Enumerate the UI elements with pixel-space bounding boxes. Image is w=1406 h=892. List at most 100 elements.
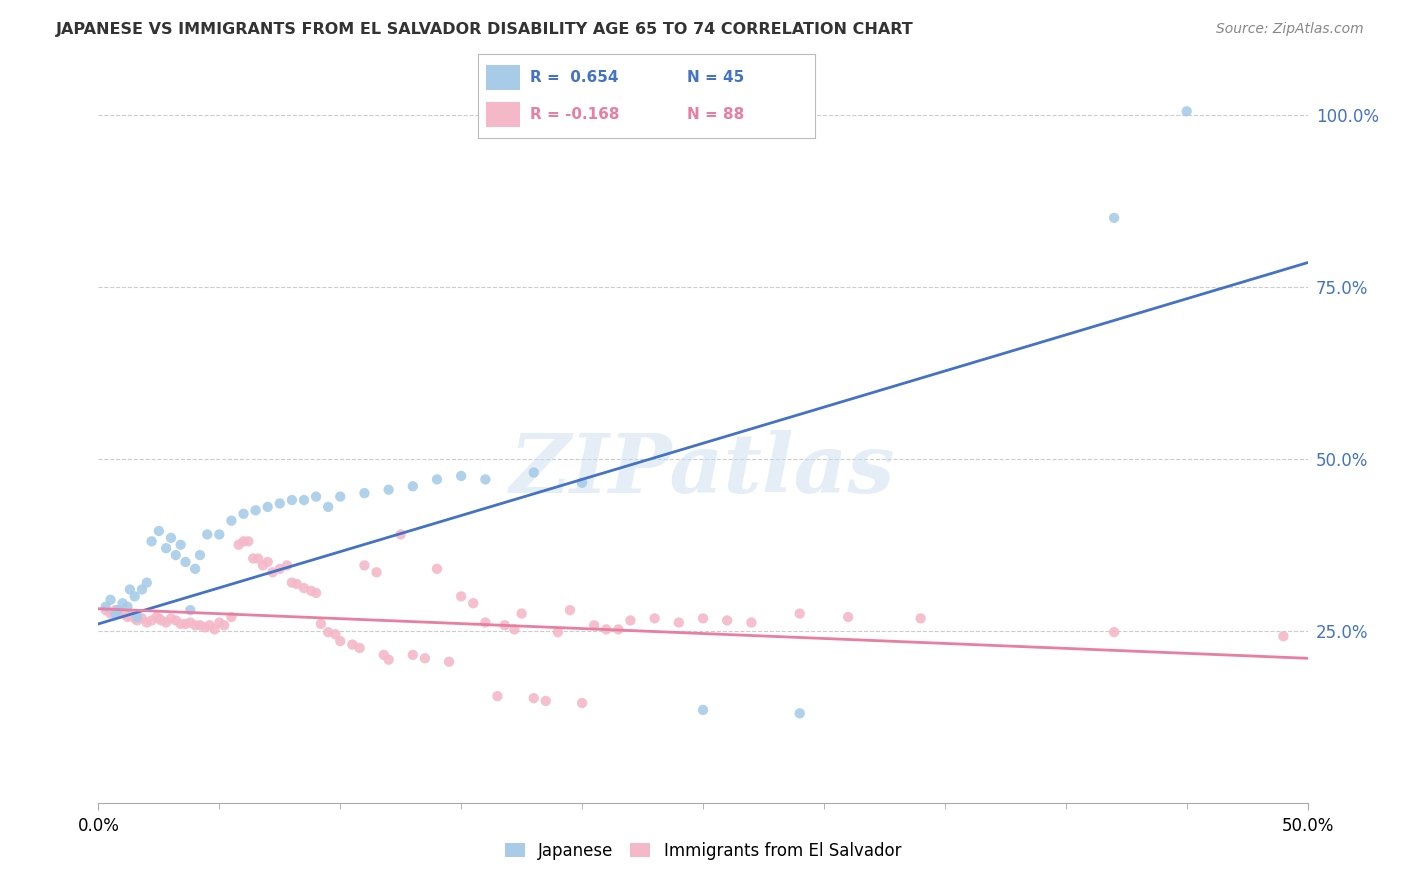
Point xyxy=(474,615,496,630)
Point xyxy=(118,582,141,597)
Point xyxy=(256,500,278,514)
Point xyxy=(141,534,163,549)
Point xyxy=(195,527,218,541)
Point xyxy=(238,534,260,549)
Point xyxy=(208,527,231,541)
Point xyxy=(510,607,533,621)
Point xyxy=(212,618,235,632)
Point xyxy=(194,620,217,634)
Point xyxy=(1102,625,1125,640)
Point xyxy=(174,555,197,569)
Point xyxy=(160,531,183,545)
Point xyxy=(571,475,593,490)
Point xyxy=(117,599,139,614)
Point xyxy=(325,627,347,641)
Point xyxy=(204,623,226,637)
Point xyxy=(188,548,211,562)
Point xyxy=(426,562,449,576)
Point xyxy=(716,614,738,628)
Point xyxy=(571,696,593,710)
Point xyxy=(104,607,127,621)
Point xyxy=(299,583,322,598)
Point xyxy=(281,493,304,508)
Point xyxy=(619,614,641,628)
Point xyxy=(305,586,328,600)
Point xyxy=(463,596,485,610)
Point xyxy=(316,625,339,640)
Point xyxy=(131,611,153,625)
Point xyxy=(118,608,141,623)
Point xyxy=(349,640,371,655)
Point xyxy=(426,472,449,486)
Point xyxy=(145,610,167,624)
Text: N = 88: N = 88 xyxy=(688,107,745,122)
Point xyxy=(437,655,460,669)
Point xyxy=(1102,211,1125,225)
Point xyxy=(377,653,399,667)
Point xyxy=(198,618,221,632)
Text: N = 45: N = 45 xyxy=(688,70,745,85)
Text: Source: ZipAtlas.com: Source: ZipAtlas.com xyxy=(1216,22,1364,37)
Point xyxy=(547,625,569,640)
Point xyxy=(155,615,177,630)
Point xyxy=(668,615,690,630)
Point xyxy=(179,615,201,630)
Point xyxy=(169,538,191,552)
Point xyxy=(165,548,187,562)
Point xyxy=(160,611,183,625)
Point xyxy=(329,490,352,504)
Legend: Japanese, Immigrants from El Salvador: Japanese, Immigrants from El Salvador xyxy=(498,836,908,867)
Point xyxy=(595,623,617,637)
Point xyxy=(402,479,425,493)
Point xyxy=(1175,104,1198,119)
Point xyxy=(583,618,606,632)
Point xyxy=(450,469,472,483)
Point xyxy=(413,651,436,665)
Point xyxy=(285,577,308,591)
Point xyxy=(117,610,139,624)
Point xyxy=(494,618,516,632)
Point xyxy=(94,603,117,617)
Point xyxy=(107,603,129,617)
Point xyxy=(269,562,291,576)
Point xyxy=(503,623,526,637)
Point xyxy=(262,566,284,580)
Point xyxy=(329,634,352,648)
Point xyxy=(124,590,146,604)
Point xyxy=(1272,629,1295,643)
Text: ZIPatlas: ZIPatlas xyxy=(510,431,896,510)
Point xyxy=(607,623,630,637)
Point xyxy=(523,466,546,480)
Point xyxy=(155,541,177,556)
Point xyxy=(523,691,546,706)
Point xyxy=(692,703,714,717)
Point xyxy=(169,616,191,631)
Point xyxy=(377,483,399,497)
Point xyxy=(221,610,243,624)
Point xyxy=(135,615,157,630)
Point xyxy=(256,555,278,569)
Point xyxy=(558,603,581,617)
Point xyxy=(184,562,207,576)
Point xyxy=(373,648,395,662)
Point xyxy=(316,500,339,514)
Text: R = -0.168: R = -0.168 xyxy=(530,107,620,122)
Point xyxy=(789,706,811,721)
Point xyxy=(127,614,149,628)
Point xyxy=(837,610,859,624)
Point xyxy=(450,590,472,604)
Point xyxy=(486,689,509,703)
Point xyxy=(148,611,170,625)
Point xyxy=(165,614,187,628)
Point xyxy=(292,581,315,595)
Point xyxy=(104,603,127,617)
Point xyxy=(281,575,304,590)
Text: R =  0.654: R = 0.654 xyxy=(530,70,619,85)
Point xyxy=(111,607,134,621)
Point xyxy=(179,603,201,617)
Point xyxy=(389,527,412,541)
Point xyxy=(353,558,375,573)
Point xyxy=(242,551,264,566)
Point xyxy=(232,507,254,521)
Point xyxy=(124,611,146,625)
